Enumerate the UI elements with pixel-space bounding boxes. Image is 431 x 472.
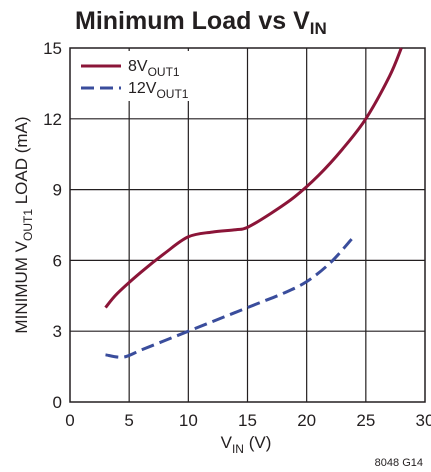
x-tick-label: 0 xyxy=(65,411,74,430)
x-tick-label: 30 xyxy=(416,411,431,430)
plot-area xyxy=(69,47,426,403)
x-tick-label: 5 xyxy=(124,411,133,430)
x-tick-label: 10 xyxy=(179,411,198,430)
chart-title-sub: IN xyxy=(310,19,327,38)
legend-background xyxy=(72,51,192,101)
y-tick-label: 9 xyxy=(53,181,62,200)
x-tick-label: 15 xyxy=(238,411,257,430)
plot-frame xyxy=(69,47,426,403)
legend: 8VOUT1 12VOUT1 xyxy=(72,51,192,101)
figure-id: 8048 G14 xyxy=(375,457,423,469)
grid xyxy=(70,48,425,402)
x-tick-label: 20 xyxy=(297,411,316,430)
legend-label-8v-out1: 8VOUT1 xyxy=(128,58,180,79)
x-axis-label: VIN (V) xyxy=(221,433,272,456)
legend-label-12v-out1: 12VOUT1 xyxy=(128,80,189,101)
y-tick-label: 3 xyxy=(53,322,62,341)
series-layer xyxy=(104,47,403,359)
chart-title-main: Minimum Load vs V xyxy=(75,7,310,35)
y-tick-label: 6 xyxy=(53,251,62,270)
chart-title: Minimum Load vs VIN xyxy=(75,7,327,38)
y-tick-label: 15 xyxy=(43,39,62,58)
series-line-1 xyxy=(105,238,353,359)
x-tick-labels: 0 5 10 15 20 25 30 xyxy=(65,411,431,430)
x-tick-label: 25 xyxy=(356,411,375,430)
y-tick-labels: 0 3 6 9 12 15 xyxy=(43,39,62,412)
y-axis-label: MINIMUM VOUT1 LOAD (mA) xyxy=(12,116,35,333)
y-tick-label: 12 xyxy=(43,110,62,129)
y-tick-label: 0 xyxy=(53,393,62,412)
series-line-0 xyxy=(104,47,403,309)
